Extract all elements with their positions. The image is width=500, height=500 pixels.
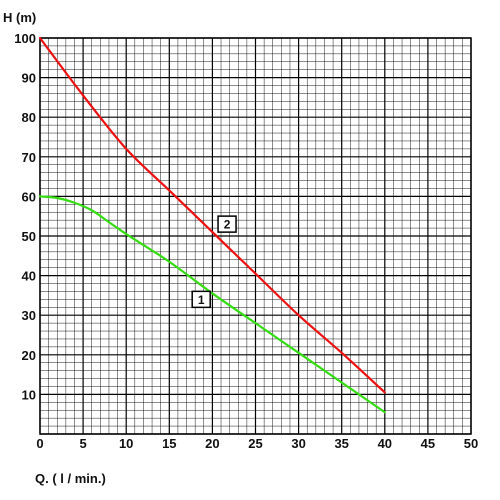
x-tick-label: 5 — [79, 436, 86, 451]
series-line-1 — [38, 195, 386, 414]
y-tick-label: 20 — [22, 348, 36, 363]
tick-labels: 0 5 10 15 20 25 30 35 40 45 50 10 20 30 40 50 60 70 80 90 10… — [14, 31, 478, 451]
x-tick-label: 50 — [464, 436, 478, 451]
y-tick-label: 40 — [22, 269, 36, 284]
y-tick-label: 100 — [14, 31, 36, 46]
plot-frame — [39, 37, 472, 435]
curve-label-box — [191, 290, 211, 309]
y-tick-label: 50 — [22, 229, 36, 244]
y-tick-label: 60 — [22, 189, 36, 204]
x-tick-label: 40 — [378, 436, 392, 451]
curve-label-box — [217, 215, 237, 233]
x-axis-label: Q. ( l / min.) — [35, 471, 106, 486]
y-axis-label: H (m) — [3, 10, 36, 25]
curve-annotations: 12 — [191, 215, 237, 309]
y-tick-label: 70 — [22, 150, 36, 165]
x-tick-label: 15 — [162, 436, 176, 451]
plot-grid — [39, 37, 472, 435]
y-tick-label: 90 — [22, 71, 36, 86]
x-tick-label: 20 — [205, 436, 219, 451]
y-tick-label: 10 — [22, 387, 36, 402]
series-line-2 — [38, 36, 386, 394]
x-tick-label: 0 — [36, 436, 43, 451]
curve-label: 1 — [198, 293, 205, 307]
x-tick-label: 10 — [119, 436, 133, 451]
x-tick-label: 25 — [248, 436, 262, 451]
curve-layer — [38, 36, 386, 414]
x-tick-label: 30 — [291, 436, 305, 451]
x-tick-label: 45 — [421, 436, 435, 451]
curve-label: 2 — [224, 218, 231, 232]
y-tick-label: 30 — [22, 308, 36, 323]
x-tick-label: 35 — [334, 436, 348, 451]
y-tick-label: 80 — [22, 110, 36, 125]
